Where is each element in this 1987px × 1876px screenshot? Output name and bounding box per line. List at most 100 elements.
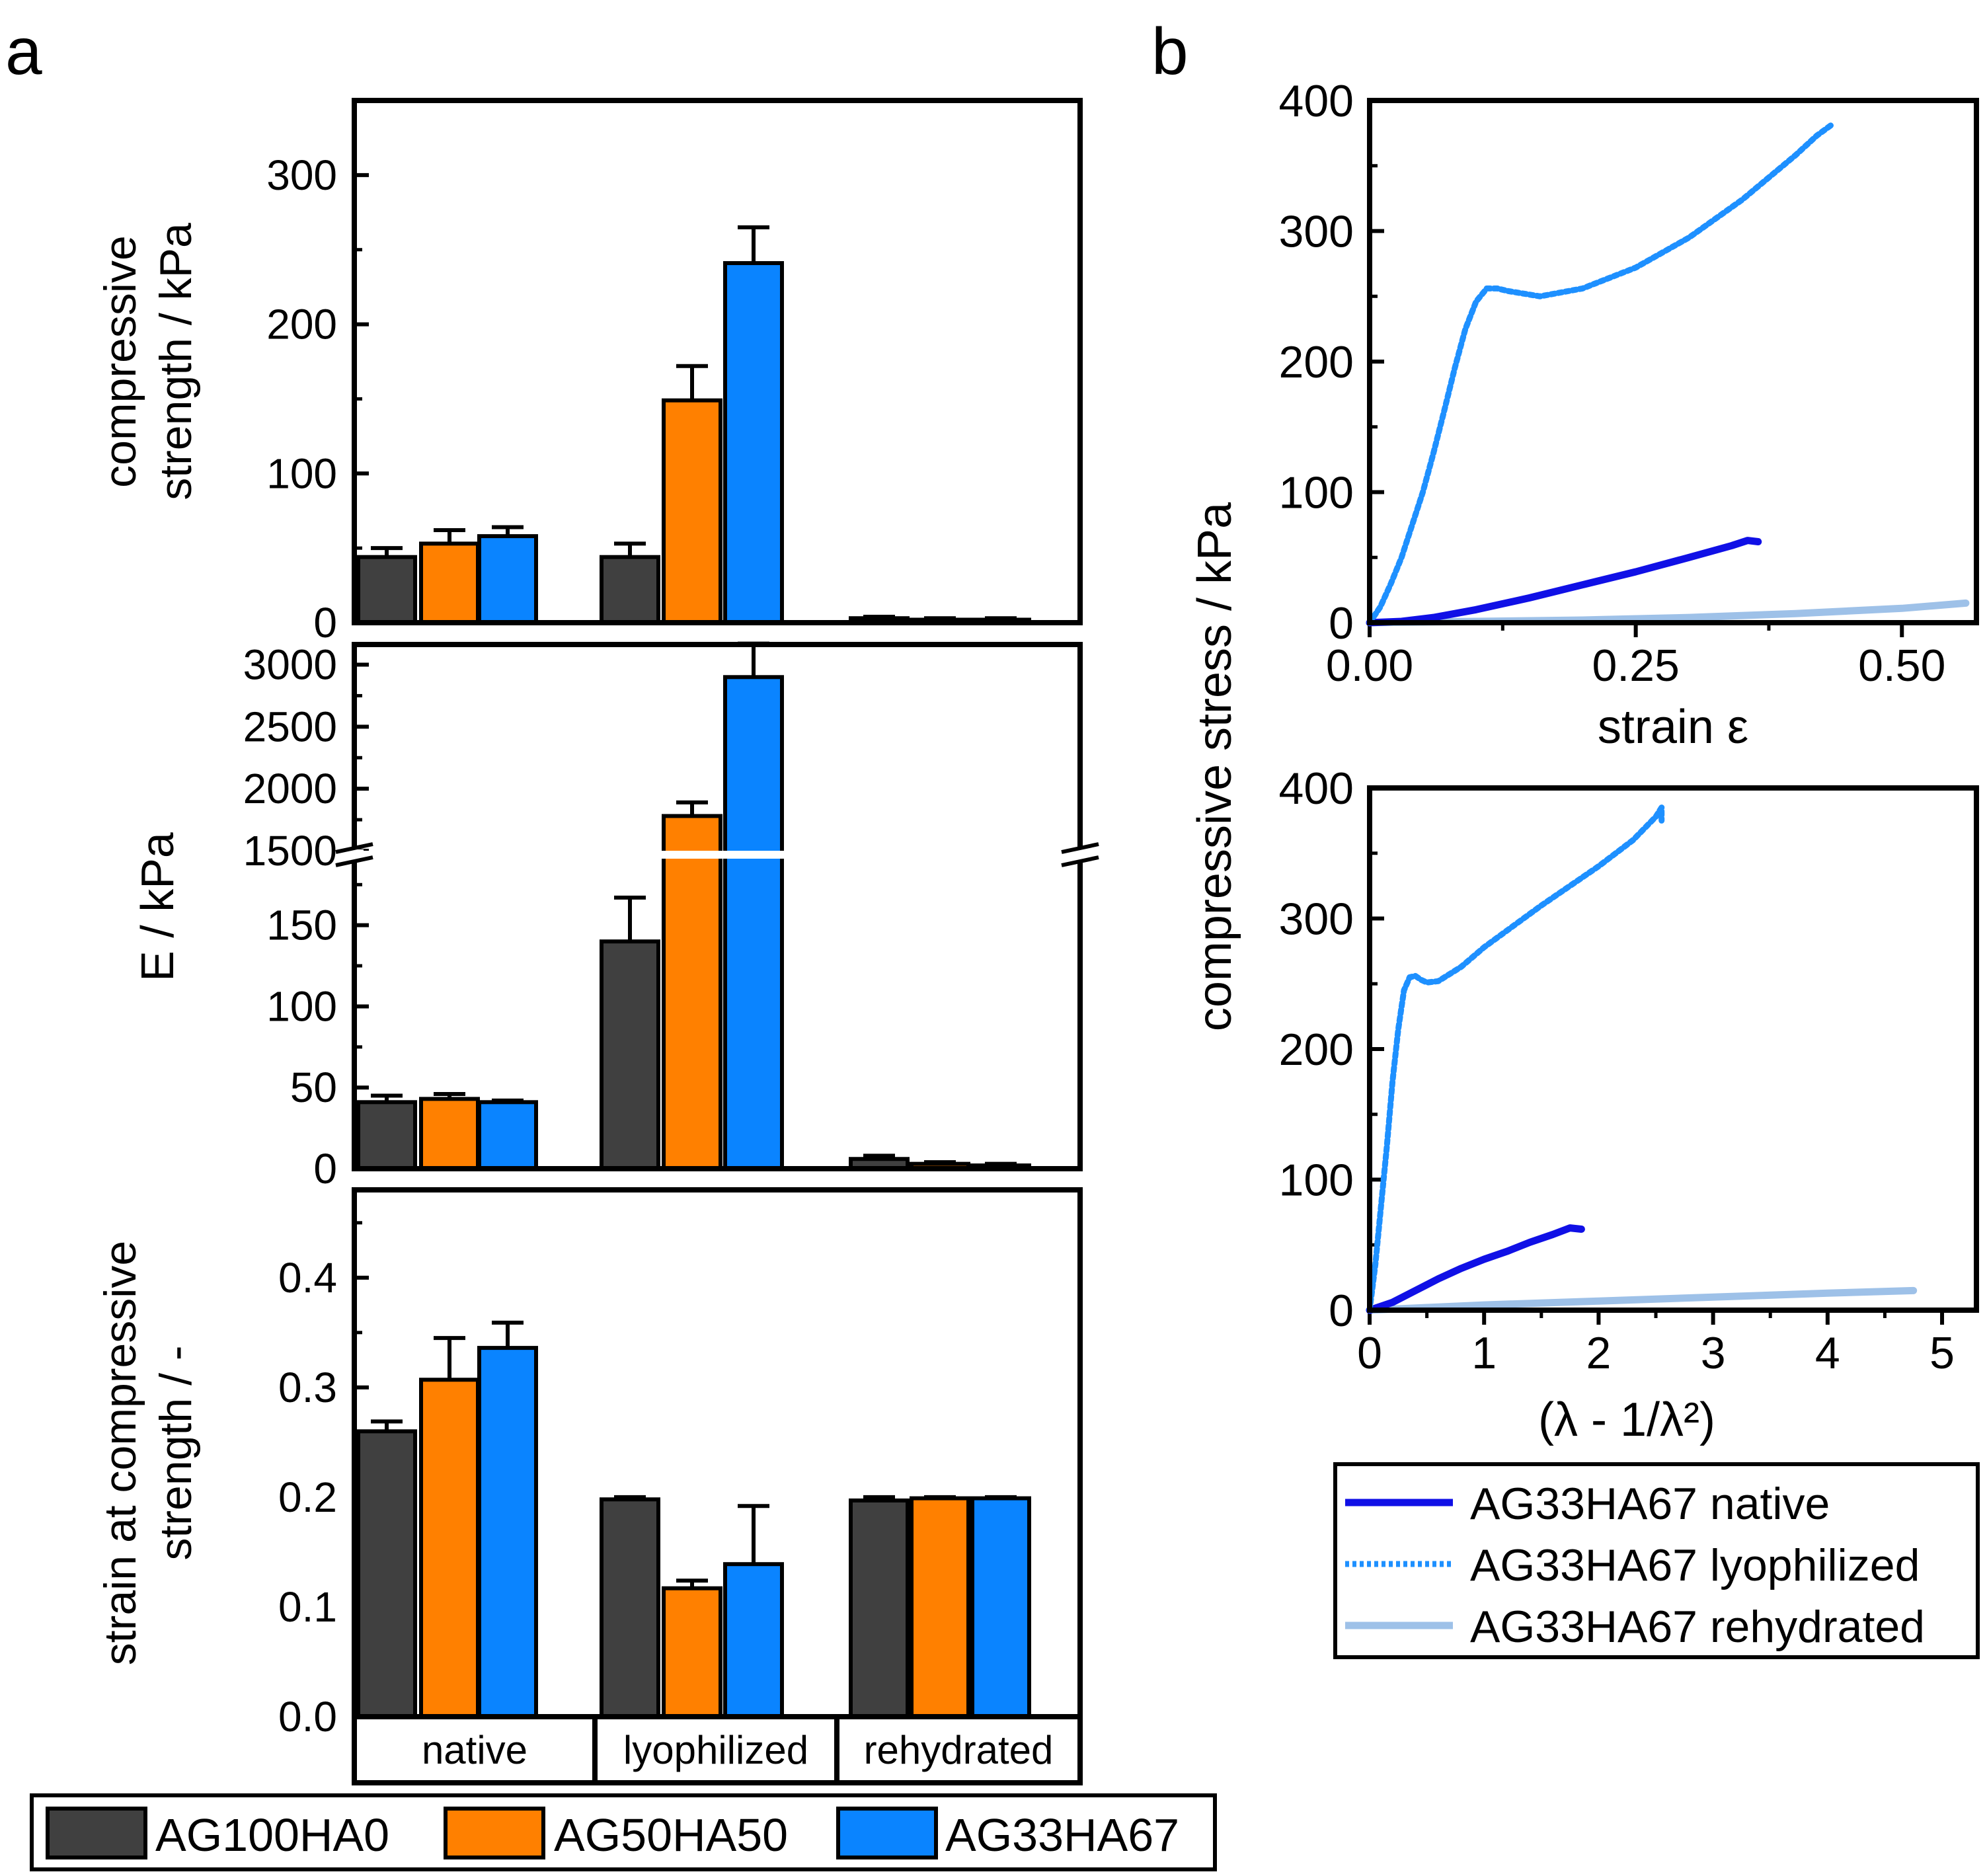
legend-b-label-ag33ha67-lyophilized: AG33HA67 lyophilized: [1470, 1540, 1920, 1590]
b1-axes-frame: [1367, 98, 1979, 625]
a2-y-tick-label: 1500: [243, 827, 337, 875]
b-shared-ylabel: compressive stress / kPa: [1188, 502, 1241, 1031]
b1-y-tick-label: 400: [1279, 76, 1354, 126]
a3-bar-ag50ha50: [662, 1586, 722, 1719]
a1-bar-ag50ha50: [662, 398, 722, 625]
a3-category-label-native: native: [422, 1728, 527, 1772]
a1-axes-border: [352, 98, 1083, 625]
legend-a-label-ag33ha67: AG33HA67: [945, 1809, 1179, 1861]
a3-category-label-rehydrated: rehydrated: [864, 1728, 1054, 1772]
a2-y-tick-label: 2000: [243, 765, 337, 812]
b2-x-tick-label: 1: [1471, 1328, 1497, 1378]
a2-bar-ag33ha67: [723, 675, 784, 1171]
b1-x-tick-label: 0.25: [1592, 641, 1679, 691]
a3-bar-ag100ha0: [356, 1429, 417, 1719]
b2-y-tick-label: 400: [1279, 763, 1354, 814]
a3-y-tick-label: 0.3: [278, 1364, 337, 1411]
a1-bar-ag33ha67: [477, 534, 538, 625]
a1-bar-ag33ha67: [723, 261, 784, 625]
legend-b-frame: [1333, 1462, 1980, 1659]
b2-x-tick-label: 2: [1586, 1328, 1612, 1378]
legend-a-swatch-ag50ha50: [444, 1807, 545, 1859]
b2-axes-frame: [1367, 785, 1979, 1313]
b1-y-tick-label: 300: [1279, 207, 1354, 257]
a2-y-tick-label: 2500: [243, 703, 337, 750]
a1-ylabel: compressive strength / kPa: [95, 223, 201, 500]
a2-break-mark: [1061, 855, 1099, 867]
a3-ylabel-line: strength / -: [151, 1345, 201, 1560]
a2-axes-border: [352, 642, 1083, 1171]
a1-bar-ag50ha50: [419, 541, 480, 625]
legend-a-swatch-ag100ha0: [46, 1807, 147, 1859]
a1-ylabel-line: compressive: [95, 235, 145, 488]
a3-bar-ag33ha67: [477, 1346, 538, 1719]
b2-y-tick-label: 300: [1279, 894, 1354, 945]
legend-b-label-ag33ha67-native: AG33HA67 native: [1470, 1479, 1830, 1529]
a3-y-tick-label: 0.0: [278, 1693, 337, 1740]
legend-a-label-ag50ha50: AG50HA50: [554, 1809, 788, 1861]
panel-a-label: a: [5, 15, 42, 89]
b1-y-tick-label: 0: [1329, 598, 1354, 648]
b2-line-ag33ha67-lyophilized: [1366, 804, 1665, 1313]
b2-y-tick-label: 0: [1329, 1286, 1354, 1336]
a2-bar-ag100ha0: [356, 1100, 417, 1171]
a3-ylabel-line: strain at compressive: [95, 1241, 145, 1665]
a2-bar-ag100ha0: [600, 939, 660, 1171]
a2-break-mark: [335, 842, 373, 854]
panel-b-label: b: [1151, 15, 1188, 89]
b2-x-tick-label: 4: [1815, 1328, 1840, 1378]
a3-category-table: [352, 1714, 1083, 1785]
legend-a-label-ag100ha0: AG100HA0: [155, 1809, 389, 1861]
a2-y-tick-label: 3000: [243, 641, 337, 689]
a3-bar-ag50ha50: [419, 1378, 480, 1719]
a2-ylabel: E / kPa: [132, 832, 183, 982]
a3-ylabel: strain at compressive strength / -: [95, 1241, 201, 1665]
b2-x-tick-label: 3: [1701, 1328, 1726, 1378]
b1-line-ag33ha67-native: [1366, 537, 1762, 627]
a2-break-mark: [1061, 842, 1099, 854]
a2-break-mark: [335, 855, 373, 867]
a2-break-gap-left: [345, 849, 364, 860]
legend-b-label-ag33ha67-rehydrated: AG33HA67 rehydrated: [1470, 1602, 1925, 1652]
a2-bar-ag33ha67: [477, 1100, 538, 1171]
b2-y-tick-label: 100: [1279, 1155, 1354, 1206]
b1-x-tick-label: 0.00: [1326, 641, 1413, 691]
b2-xlabel: (λ - 1/λ²): [1538, 1393, 1715, 1446]
a2-break-gap-right: [1071, 849, 1089, 860]
b1-x-tick-label: 0.50: [1858, 641, 1945, 691]
b2-y-tick-label: 200: [1279, 1025, 1354, 1075]
a3-y-tick-label: 0.4: [278, 1254, 337, 1302]
a2-bar-ag50ha50: [662, 814, 722, 1171]
b2-line-ag33ha67-native: [1366, 1224, 1585, 1314]
b2-x-tick-label: 5: [1929, 1328, 1955, 1378]
legend-a-frame: [30, 1793, 1217, 1871]
b1-line-ag33ha67-lyophilized: [1366, 121, 1836, 626]
a3-y-tick-label: 0.1: [278, 1583, 337, 1631]
a1-bar-ag100ha0: [600, 555, 660, 625]
a2-y-tick-label: 100: [266, 982, 337, 1030]
a1-y-tick-label: 0: [313, 599, 337, 646]
a1-ylabel-line: strength / kPa: [151, 223, 201, 500]
b2-x-tick-label: 0: [1357, 1328, 1382, 1378]
legend-a-swatch-ag33ha67: [836, 1807, 938, 1859]
b1-y-tick-label: 200: [1279, 337, 1354, 387]
a3-bar-ag33ha67: [970, 1496, 1031, 1719]
a3-bar-ag50ha50: [910, 1496, 970, 1719]
a1-y-tick-label: 200: [266, 301, 337, 348]
a2-y-tick-label: 0: [313, 1145, 337, 1192]
a3-y-tick-label: 0.2: [278, 1473, 337, 1521]
b1-xlabel: strain ε: [1598, 701, 1748, 754]
a3-bar-ag100ha0: [849, 1498, 910, 1719]
a2-y-tick-label: 150: [266, 902, 337, 949]
a3-bar-ag100ha0: [600, 1497, 660, 1719]
a1-bar-ag100ha0: [356, 555, 417, 625]
a3-category-label-lyophilized: lyophilized: [623, 1728, 808, 1772]
b1-y-tick-label: 100: [1279, 468, 1354, 518]
a3-bar-ag33ha67: [723, 1562, 784, 1719]
a2-axis-break-band: [346, 851, 1088, 859]
a1-y-tick-label: 300: [266, 151, 337, 199]
a2-bar-ag50ha50: [419, 1097, 480, 1171]
a2-y-tick-label: 50: [290, 1064, 337, 1111]
